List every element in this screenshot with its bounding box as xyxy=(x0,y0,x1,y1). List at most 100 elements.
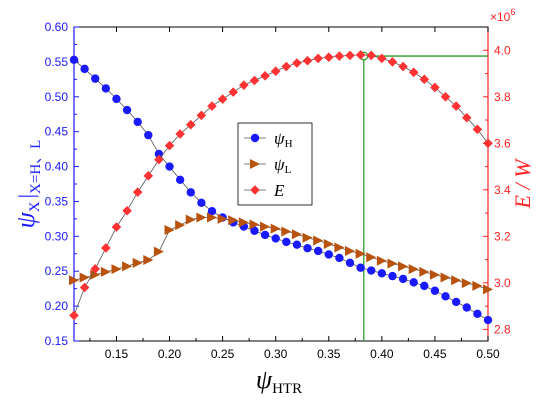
data-point xyxy=(69,55,79,64)
y-tick-label: 0.50 xyxy=(45,90,69,104)
y-tick-label: 0.25 xyxy=(45,264,69,278)
legend-marker xyxy=(250,159,260,169)
data-point xyxy=(143,171,154,181)
data-point xyxy=(313,246,323,256)
data-point xyxy=(461,278,472,289)
y2-axis-title: E / W xyxy=(510,158,535,210)
legend-label-sub: L xyxy=(285,164,292,176)
data-point xyxy=(101,243,111,253)
data-point xyxy=(249,75,260,86)
series-line xyxy=(73,217,489,290)
data-point xyxy=(303,243,312,253)
data-point xyxy=(197,198,206,208)
data-point xyxy=(323,239,334,250)
data-point xyxy=(186,188,195,197)
data-point xyxy=(260,71,270,81)
data-point xyxy=(143,255,154,266)
data-point xyxy=(217,94,228,104)
data-point xyxy=(260,230,270,240)
reference-lines xyxy=(359,51,488,341)
y2-tick-label: 3.0 xyxy=(494,276,511,290)
series-group xyxy=(69,212,493,295)
data-point xyxy=(111,264,122,275)
data-point xyxy=(367,266,376,275)
data-point xyxy=(164,140,175,151)
data-point xyxy=(398,61,408,72)
data-point xyxy=(345,258,355,268)
data-point xyxy=(90,264,101,274)
data-point xyxy=(355,248,366,259)
data-point xyxy=(207,207,217,216)
y2-tick-label: 3.2 xyxy=(494,229,511,243)
data-point xyxy=(112,94,121,104)
data-point xyxy=(100,266,111,277)
y-tick-label: 0.30 xyxy=(45,229,69,243)
x-tick-label: 0.40 xyxy=(370,347,394,361)
data-point xyxy=(80,64,89,74)
data-point xyxy=(430,286,440,295)
data-point xyxy=(207,101,217,111)
data-point xyxy=(324,250,333,259)
data-point xyxy=(175,129,185,139)
data-point xyxy=(376,255,387,266)
y-axis-title: ψX|X=H、L xyxy=(11,140,44,229)
data-point xyxy=(398,261,409,272)
data-point xyxy=(334,51,345,61)
data-point xyxy=(281,61,292,72)
data-point xyxy=(185,214,196,225)
data-point xyxy=(90,269,101,280)
data-point xyxy=(292,58,302,68)
y2-tick-label: 3.4 xyxy=(494,183,511,197)
data-point xyxy=(101,84,111,93)
y-tick-label: 0.20 xyxy=(45,299,69,313)
y-tick-label: 0.35 xyxy=(45,194,69,208)
data-point xyxy=(388,271,397,281)
data-point xyxy=(175,175,185,185)
data-point xyxy=(133,117,142,127)
data-point xyxy=(419,266,430,277)
data-point xyxy=(302,232,313,243)
data-point xyxy=(440,91,451,102)
data-point xyxy=(356,263,365,272)
data-point xyxy=(387,57,398,67)
series-group xyxy=(69,55,493,325)
y-axis-title-sub2: X=H、L xyxy=(28,140,44,194)
series-line xyxy=(73,59,489,321)
data-point xyxy=(175,220,186,231)
data-point xyxy=(196,110,207,121)
data-point xyxy=(79,272,90,283)
data-point xyxy=(228,87,239,97)
series-layer xyxy=(69,50,493,325)
data-point xyxy=(122,261,133,272)
y2-tick-label: 4.0 xyxy=(494,43,511,57)
data-point xyxy=(69,310,79,321)
data-point xyxy=(79,282,90,293)
x-axis-title-sub: HTR xyxy=(272,381,302,397)
data-point xyxy=(260,221,271,232)
data-point xyxy=(271,234,280,243)
data-point xyxy=(228,215,239,226)
data-point xyxy=(165,162,174,171)
data-point xyxy=(239,80,249,90)
data-point xyxy=(292,240,302,249)
data-point xyxy=(398,274,408,284)
data-point xyxy=(69,275,79,286)
data-point xyxy=(323,52,334,63)
data-point xyxy=(483,284,493,295)
x-tick-label: 0.45 xyxy=(423,347,447,361)
data-point xyxy=(91,74,100,83)
data-point xyxy=(122,105,132,115)
data-point xyxy=(281,226,292,237)
x-tick-label: 0.20 xyxy=(158,347,182,361)
data-point xyxy=(420,281,429,291)
data-point xyxy=(217,213,228,224)
x-tick-label: 0.35 xyxy=(317,347,341,361)
data-point xyxy=(409,278,418,287)
series-line xyxy=(73,54,489,316)
data-point xyxy=(377,53,387,64)
legend-marker xyxy=(250,185,260,195)
data-point xyxy=(132,257,143,268)
data-point xyxy=(461,112,472,123)
